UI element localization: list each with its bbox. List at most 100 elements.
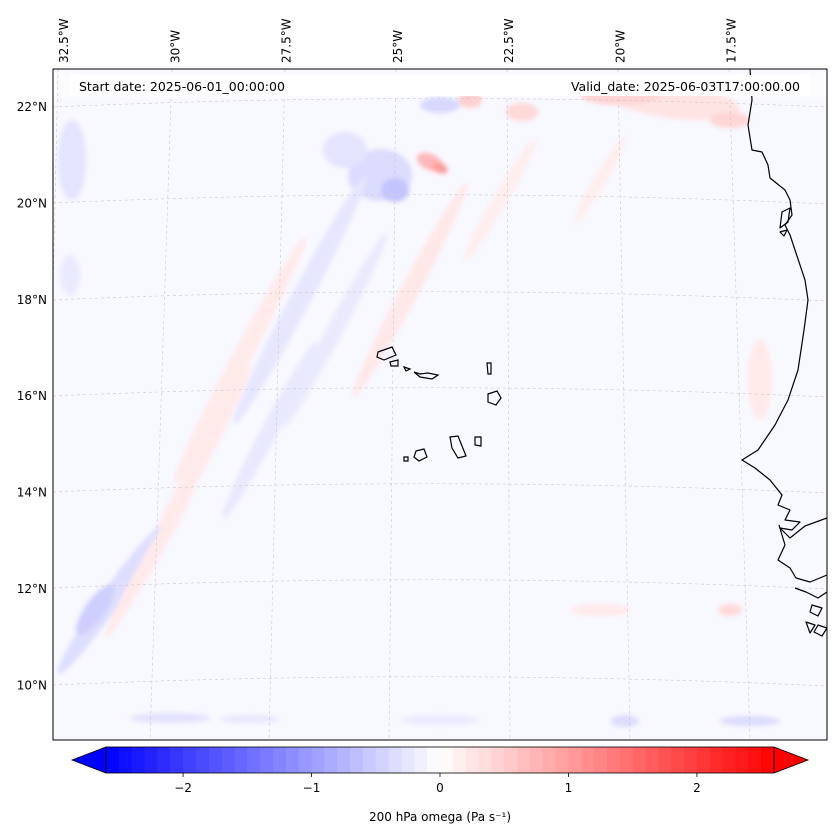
gridline-lat-14 xyxy=(53,483,827,494)
arguin-islet xyxy=(779,229,788,237)
colorbar-cell xyxy=(337,747,351,773)
lon-tick-label: 30°W xyxy=(168,30,182,63)
colorbar-cell xyxy=(504,747,518,773)
gridline-lat-10 xyxy=(53,676,827,687)
colorbar-cell xyxy=(362,747,377,773)
colorbar: −2 −1 0 1 2 200 hPa omega (Pa s⁻¹) xyxy=(70,746,810,824)
colorbar-cell xyxy=(298,747,313,773)
colorbar-cell xyxy=(568,747,582,773)
colorbar-cell xyxy=(131,747,146,773)
colorbar-cell xyxy=(465,747,480,773)
lon-tick-label: 22.5°W xyxy=(502,18,516,63)
colorbar-cell xyxy=(748,747,762,773)
colorbar-tick-label: 1 xyxy=(565,781,573,795)
island-sao-vicente xyxy=(389,359,399,367)
lat-tick-label: 22°N xyxy=(17,100,47,114)
island-maio xyxy=(474,436,482,447)
colorbar-cell xyxy=(375,747,390,773)
lon-tick-label: 17.5°W xyxy=(725,18,739,63)
gridline-lon-17-5 xyxy=(728,69,751,740)
colorbar-cell xyxy=(735,747,749,773)
gridline-lat-12 xyxy=(53,579,827,590)
colorbar-cell xyxy=(478,747,492,773)
colorbar-cell xyxy=(632,747,647,773)
colorbar-cell xyxy=(247,747,261,773)
colorbar-cell xyxy=(234,747,248,773)
gridline-lon-25 xyxy=(388,69,397,740)
colorbar-tick-label: −2 xyxy=(174,781,192,795)
colorbar-extend-low xyxy=(70,746,107,774)
island-sal xyxy=(486,362,492,375)
lat-tick-label: 10°N xyxy=(17,678,47,692)
map-background xyxy=(53,69,827,740)
lon-tick-label: 32.5°W xyxy=(57,18,71,63)
colorbar-cell xyxy=(311,747,325,773)
colorbar-cell xyxy=(324,747,338,773)
lat-tick-label: 12°N xyxy=(17,582,47,596)
colorbar-cell xyxy=(221,747,236,773)
island-santo-antao xyxy=(376,346,397,361)
colorbar-cell xyxy=(709,747,724,773)
colorbar-cell xyxy=(658,747,672,773)
colorbar-tick-label: −1 xyxy=(303,781,321,795)
gridline-lat-18 xyxy=(53,291,827,302)
guinea-bissau-coast xyxy=(794,587,827,599)
gridline-lat-22 xyxy=(53,98,827,108)
colorbar-tick-label: 0 xyxy=(436,781,444,795)
colorbar-cell xyxy=(542,747,557,773)
lon-tick-label: 20°W xyxy=(613,30,627,63)
senegal-gambia-coast xyxy=(777,524,827,583)
island-boa-vista xyxy=(487,390,502,406)
colorbar-cell xyxy=(594,747,608,773)
colorbar-cell xyxy=(671,747,685,773)
gridline-lat-16 xyxy=(53,387,827,398)
lon-tick-label: 25°W xyxy=(391,30,405,63)
colorbar-cell xyxy=(170,747,184,773)
colorbar-cell xyxy=(401,747,415,773)
colorbar-cell xyxy=(388,747,403,773)
africa-coastline xyxy=(741,69,827,539)
colorbar-cell xyxy=(273,747,287,773)
island-brava xyxy=(403,456,409,462)
gridline-lon-22-5 xyxy=(506,69,511,740)
colorbar-cell xyxy=(517,747,531,773)
gridline-lat-20 xyxy=(53,194,827,205)
colorbar-cell xyxy=(581,747,595,773)
colorbar-cell xyxy=(607,747,621,773)
colorbar-cell xyxy=(619,747,634,773)
colorbar-cell xyxy=(440,747,454,773)
colorbar-cell xyxy=(118,747,133,773)
map-frame xyxy=(52,68,828,741)
colorbar-cell xyxy=(195,747,210,773)
colorbar-cell xyxy=(427,747,441,773)
colorbar-cell xyxy=(452,747,467,773)
lat-tick-label: 20°N xyxy=(17,196,47,210)
island-fogo xyxy=(413,448,428,462)
colorbar-ticks: −2 −1 0 1 2 xyxy=(174,773,701,795)
colorbar-cell xyxy=(350,747,364,773)
cape-verde-islands xyxy=(376,346,502,462)
colorbar-cells xyxy=(106,747,775,773)
longitude-labels: 32.5°W 30°W 27.5°W 25°W 22.5°W 20°W 17.5°W xyxy=(57,18,739,63)
lat-tick-label: 18°N xyxy=(17,293,47,307)
colorbar-tick-label: 2 xyxy=(693,781,701,795)
colorbar-cell xyxy=(144,747,158,773)
gridline-lon-30 xyxy=(149,69,173,740)
map-panel xyxy=(52,68,828,741)
lat-tick-label: 14°N xyxy=(17,486,47,500)
lat-tick-label: 16°N xyxy=(17,389,47,403)
colorbar-cell xyxy=(696,747,711,773)
colorbar-cell xyxy=(491,747,505,773)
colorbar-cell xyxy=(106,747,120,773)
colorbar-cell xyxy=(208,747,223,773)
colorbar-cell xyxy=(722,747,737,773)
colorbar-cell xyxy=(761,747,775,773)
colorbar-cell xyxy=(285,747,300,773)
colorbar-cell xyxy=(529,747,544,773)
island-santa-luzia xyxy=(402,365,412,372)
colorbar-cell xyxy=(183,747,197,773)
coastal-islets xyxy=(805,604,827,637)
gridline-lon-20 xyxy=(617,69,631,740)
colorbar-cell xyxy=(157,747,171,773)
colorbar-extend-high xyxy=(773,746,810,774)
